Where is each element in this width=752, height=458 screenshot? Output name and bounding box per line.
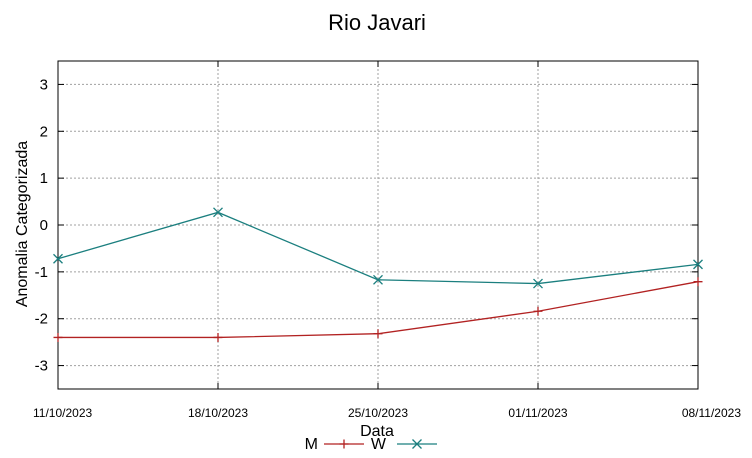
series: [53, 207, 703, 342]
x-tick-label: 18/10/2023: [188, 406, 248, 420]
series-M: [53, 277, 703, 342]
data-point-M: [53, 332, 63, 342]
legend-label-W: W: [371, 436, 387, 453]
y-tick-label: 0: [40, 217, 48, 234]
data-point-W: [693, 259, 703, 270]
data-point-W: [53, 253, 63, 264]
chart-title: Rio Javari: [328, 10, 426, 35]
data-point-M: [693, 277, 703, 287]
y-tick-label: -3: [35, 358, 48, 375]
series-W: [53, 207, 703, 289]
data-point-W: [533, 278, 543, 289]
y-tick-label: -1: [35, 264, 48, 281]
data-point-W: [213, 207, 223, 218]
x-tick-label: 11/10/2023: [33, 406, 92, 420]
data-point-W: [373, 274, 383, 285]
plot-frame: [57, 60, 699, 390]
data-point-M: [213, 332, 223, 342]
y-axis-label: Anomalia Categorizada: [14, 141, 31, 307]
y-tick-label: 2: [40, 123, 48, 140]
axis-ticks: 3 2 1 0 -1 -2 -3 11/10/2023 18/10/2023 25/10/2023…: [33, 61, 741, 420]
x-tick-label: 08/11/2023: [682, 406, 741, 420]
y-tick-label: -2: [35, 311, 48, 328]
x-tick-label: 25/10/2023: [348, 406, 408, 420]
series-line-W: [57, 211, 699, 285]
legend-label-M: M: [305, 436, 318, 453]
x-axis-label: Data: [360, 423, 394, 440]
data-point-M: [533, 306, 543, 316]
y-tick-label: 3: [40, 76, 48, 93]
legend-marker-M: [339, 439, 349, 449]
grid: [57, 61, 699, 389]
data-point-M: [373, 329, 383, 339]
legend-marker-W: [412, 439, 422, 449]
y-tick-label: 1: [40, 170, 48, 187]
x-tick-label: 01/11/2023: [508, 406, 567, 420]
